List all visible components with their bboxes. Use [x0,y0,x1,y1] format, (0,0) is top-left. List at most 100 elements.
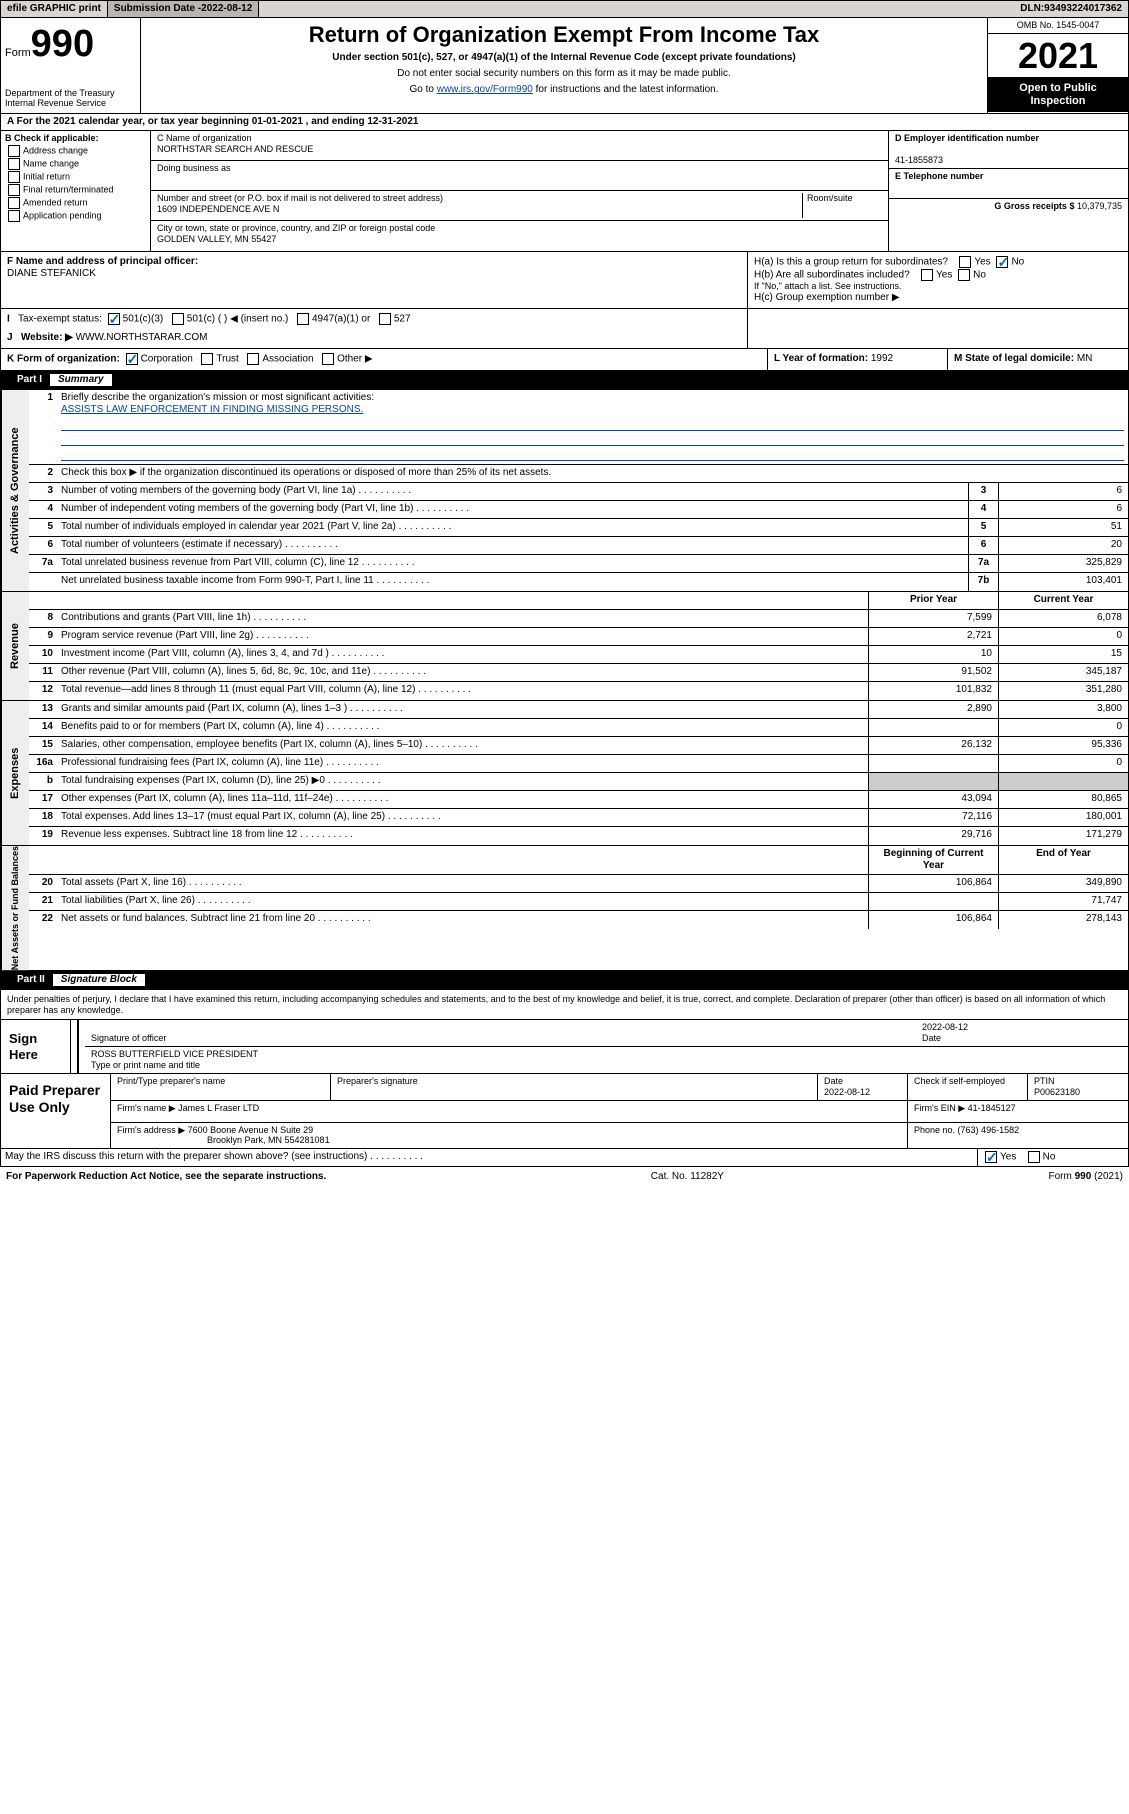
section-k-l-m: K Form of organization: Corporation Trus… [0,349,1129,371]
chk-4947[interactable] [297,313,309,325]
table-row: 9Program service revenue (Part VIII, lin… [29,628,1128,646]
discuss-row: May the IRS discuss this return with the… [0,1149,1129,1167]
chk-501c3[interactable] [108,313,120,325]
section-f-h: F Name and address of principal officer:… [0,252,1129,309]
firm-name: James L Fraser LTD [178,1103,259,1113]
form-header-right: OMB No. 1545-0047 2021 Open to Public In… [988,18,1128,113]
tax-year: 2021 [988,34,1128,78]
form-header: Form990 Department of the Treasury Inter… [0,18,1129,114]
sig-date: 2022-08-12 [922,1022,968,1032]
table-row: 10Investment income (Part VIII, column (… [29,646,1128,664]
table-row: 6Total number of volunteers (estimate if… [29,537,1128,555]
side-netassets: Net Assets or Fund Balances [1,846,29,970]
chk-ha-yes[interactable] [959,256,971,268]
efile-label: efile GRAPHIC print [1,1,108,17]
page-footer: For Paperwork Reduction Act Notice, see … [0,1167,1129,1187]
prep-date: 2022-08-12 [824,1087,870,1097]
firm-phone: (763) 496-1582 [958,1125,1020,1135]
city-state-zip: GOLDEN VALLEY, MN 55427 [157,234,276,244]
table-row: 8Contributions and grants (Part VIII, li… [29,610,1128,628]
part1-header: Part I Summary [0,371,1129,390]
signature-block: Under penalties of perjury, I declare th… [0,990,1129,1074]
side-governance: Activities & Governance [1,390,29,591]
table-row: 21Total liabilities (Part X, line 26)71,… [29,893,1128,911]
table-row: 11Other revenue (Part VIII, column (A), … [29,664,1128,682]
table-row: 5Total number of individuals employed in… [29,519,1128,537]
website: WWW.NORTHSTARAR.COM [76,332,208,343]
chk-address[interactable] [8,145,20,157]
section-b: B Check if applicable: Address change Na… [1,131,151,251]
paperwork-notice: For Paperwork Reduction Act Notice, see … [6,1171,326,1183]
sign-here-label: Sign Here [1,1020,71,1073]
chk-corp[interactable] [126,353,138,365]
instr-ssn: Do not enter social security numbers on … [149,68,979,80]
firm-addr: 7600 Boone Avenue N Suite 29 [188,1125,313,1135]
submission-date[interactable]: Submission Date - 2022-08-12 [108,1,259,17]
table-row: 19Revenue less expenses. Subtract line 1… [29,827,1128,845]
chk-assoc[interactable] [247,353,259,365]
expenses-block: Expenses 13Grants and similar amounts pa… [0,701,1129,846]
form-header-center: Return of Organization Exempt From Incom… [141,18,988,113]
year-formation: 1992 [871,353,893,364]
chk-ha-no[interactable] [996,256,1008,268]
table-row: 17Other expenses (Part IX, column (A), l… [29,791,1128,809]
address: 1609 INDEPENDENCE AVE N [157,204,279,214]
firm-ein: 41-1845127 [968,1103,1016,1113]
chk-name[interactable] [8,158,20,170]
ptin: P00623180 [1034,1087,1080,1097]
table-row: 15Salaries, other compensation, employee… [29,737,1128,755]
chk-other[interactable] [322,353,334,365]
form-header-left: Form990 Department of the Treasury Inter… [1,18,141,113]
side-revenue: Revenue [1,592,29,700]
officer-name: ROSS BUTTERFIELD VICE PRESIDENT [91,1049,258,1059]
open-inspection: Open to Public Inspection [988,78,1128,112]
chk-discuss-no[interactable] [1028,1151,1040,1163]
table-row: 3Number of voting members of the governi… [29,483,1128,501]
chk-pending[interactable] [8,210,20,222]
top-bar: efile GRAPHIC print Submission Date - 20… [0,0,1129,18]
paid-prep-label: Paid Preparer Use Only [1,1074,111,1148]
table-row: 14Benefits paid to or for members (Part … [29,719,1128,737]
org-name: NORTHSTAR SEARCH AND RESCUE [157,144,313,154]
revenue-block: Revenue Prior YearCurrent Year 8Contribu… [0,592,1129,701]
perjury-text: Under penalties of perjury, I declare th… [1,990,1128,1021]
table-row: Net unrelated business taxable income fr… [29,573,1128,591]
side-expenses: Expenses [1,701,29,845]
form-subtitle: Under section 501(c), 527, or 4947(a)(1)… [149,52,979,64]
mission: ASSISTS LAW ENFORCEMENT IN FINDING MISSI… [61,404,363,415]
form-ref: Form 990 (2021) [1049,1171,1123,1183]
omb: OMB No. 1545-0047 [988,18,1128,34]
table-row: 13Grants and similar amounts paid (Part … [29,701,1128,719]
gross-receipts: 10,379,735 [1077,201,1122,211]
section-b-block: B Check if applicable: Address change Na… [0,131,1129,252]
chk-discuss-yes[interactable] [985,1151,997,1163]
table-row: 4Number of independent voting members of… [29,501,1128,519]
chk-hb-yes[interactable] [921,269,933,281]
table-row: 12Total revenue—add lines 8 through 11 (… [29,682,1128,700]
section-a: A For the 2021 calendar year, or tax yea… [0,114,1129,131]
section-c: C Name of organizationNORTHSTAR SEARCH A… [151,131,888,251]
chk-hb-no[interactable] [958,269,970,281]
table-row: 16aProfessional fundraising fees (Part I… [29,755,1128,773]
chk-trust[interactable] [201,353,213,365]
state-domicile: MN [1077,353,1093,364]
section-i-j: I Tax-exempt status: 501(c)(3) 501(c) ( … [0,309,1129,349]
instr-link: Go to www.irs.gov/Form990 for instructio… [149,84,979,96]
chk-amended[interactable] [8,197,20,209]
table-row: 22Net assets or fund balances. Subtract … [29,911,1128,929]
part2-header: Part II Signature Block [0,971,1129,990]
netassets-block: Net Assets or Fund Balances Beginning of… [0,846,1129,971]
governance-block: Activities & Governance 1Briefly describ… [0,390,1129,592]
principal-officer: DIANE STEFANICK [7,268,96,279]
chk-501c[interactable] [172,313,184,325]
irs-link[interactable]: www.irs.gov/Form990 [437,84,533,95]
chk-initial[interactable] [8,171,20,183]
table-row: 18Total expenses. Add lines 13–17 (must … [29,809,1128,827]
chk-527[interactable] [379,313,391,325]
table-row: bTotal fundraising expenses (Part IX, co… [29,773,1128,791]
dln: DLN: 93493224017362 [1014,1,1128,17]
cat-no: Cat. No. 11282Y [651,1171,724,1183]
table-row: 7aTotal unrelated business revenue from … [29,555,1128,573]
chk-final[interactable] [8,184,20,196]
ein: 41-1855873 [895,155,943,165]
